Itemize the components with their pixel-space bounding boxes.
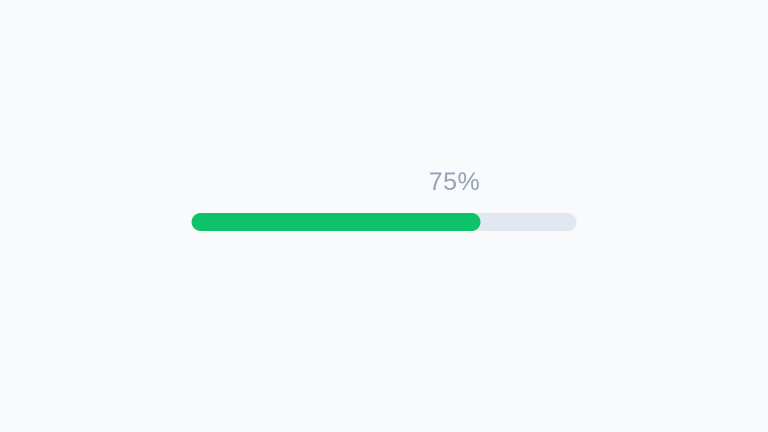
progress-fill xyxy=(191,213,481,231)
progress-bar: 75% xyxy=(191,169,577,231)
progress-percentage-label: 75% xyxy=(428,168,481,196)
progress-label-row: 75% xyxy=(192,169,577,195)
progress-track xyxy=(191,213,577,231)
